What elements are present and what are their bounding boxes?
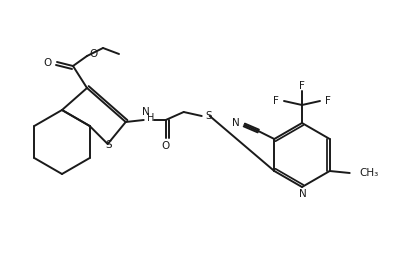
Text: N: N	[299, 189, 307, 199]
Text: F: F	[325, 96, 331, 106]
Text: S: S	[206, 111, 212, 121]
Text: N: N	[231, 118, 239, 128]
Text: N: N	[142, 107, 150, 117]
Text: S: S	[106, 140, 112, 150]
Text: H: H	[147, 113, 155, 123]
Text: CH₃: CH₃	[360, 168, 379, 178]
Text: O: O	[89, 49, 97, 59]
Text: F: F	[299, 81, 305, 91]
Text: O: O	[162, 141, 170, 151]
Text: O: O	[44, 58, 52, 68]
Text: F: F	[273, 96, 279, 106]
